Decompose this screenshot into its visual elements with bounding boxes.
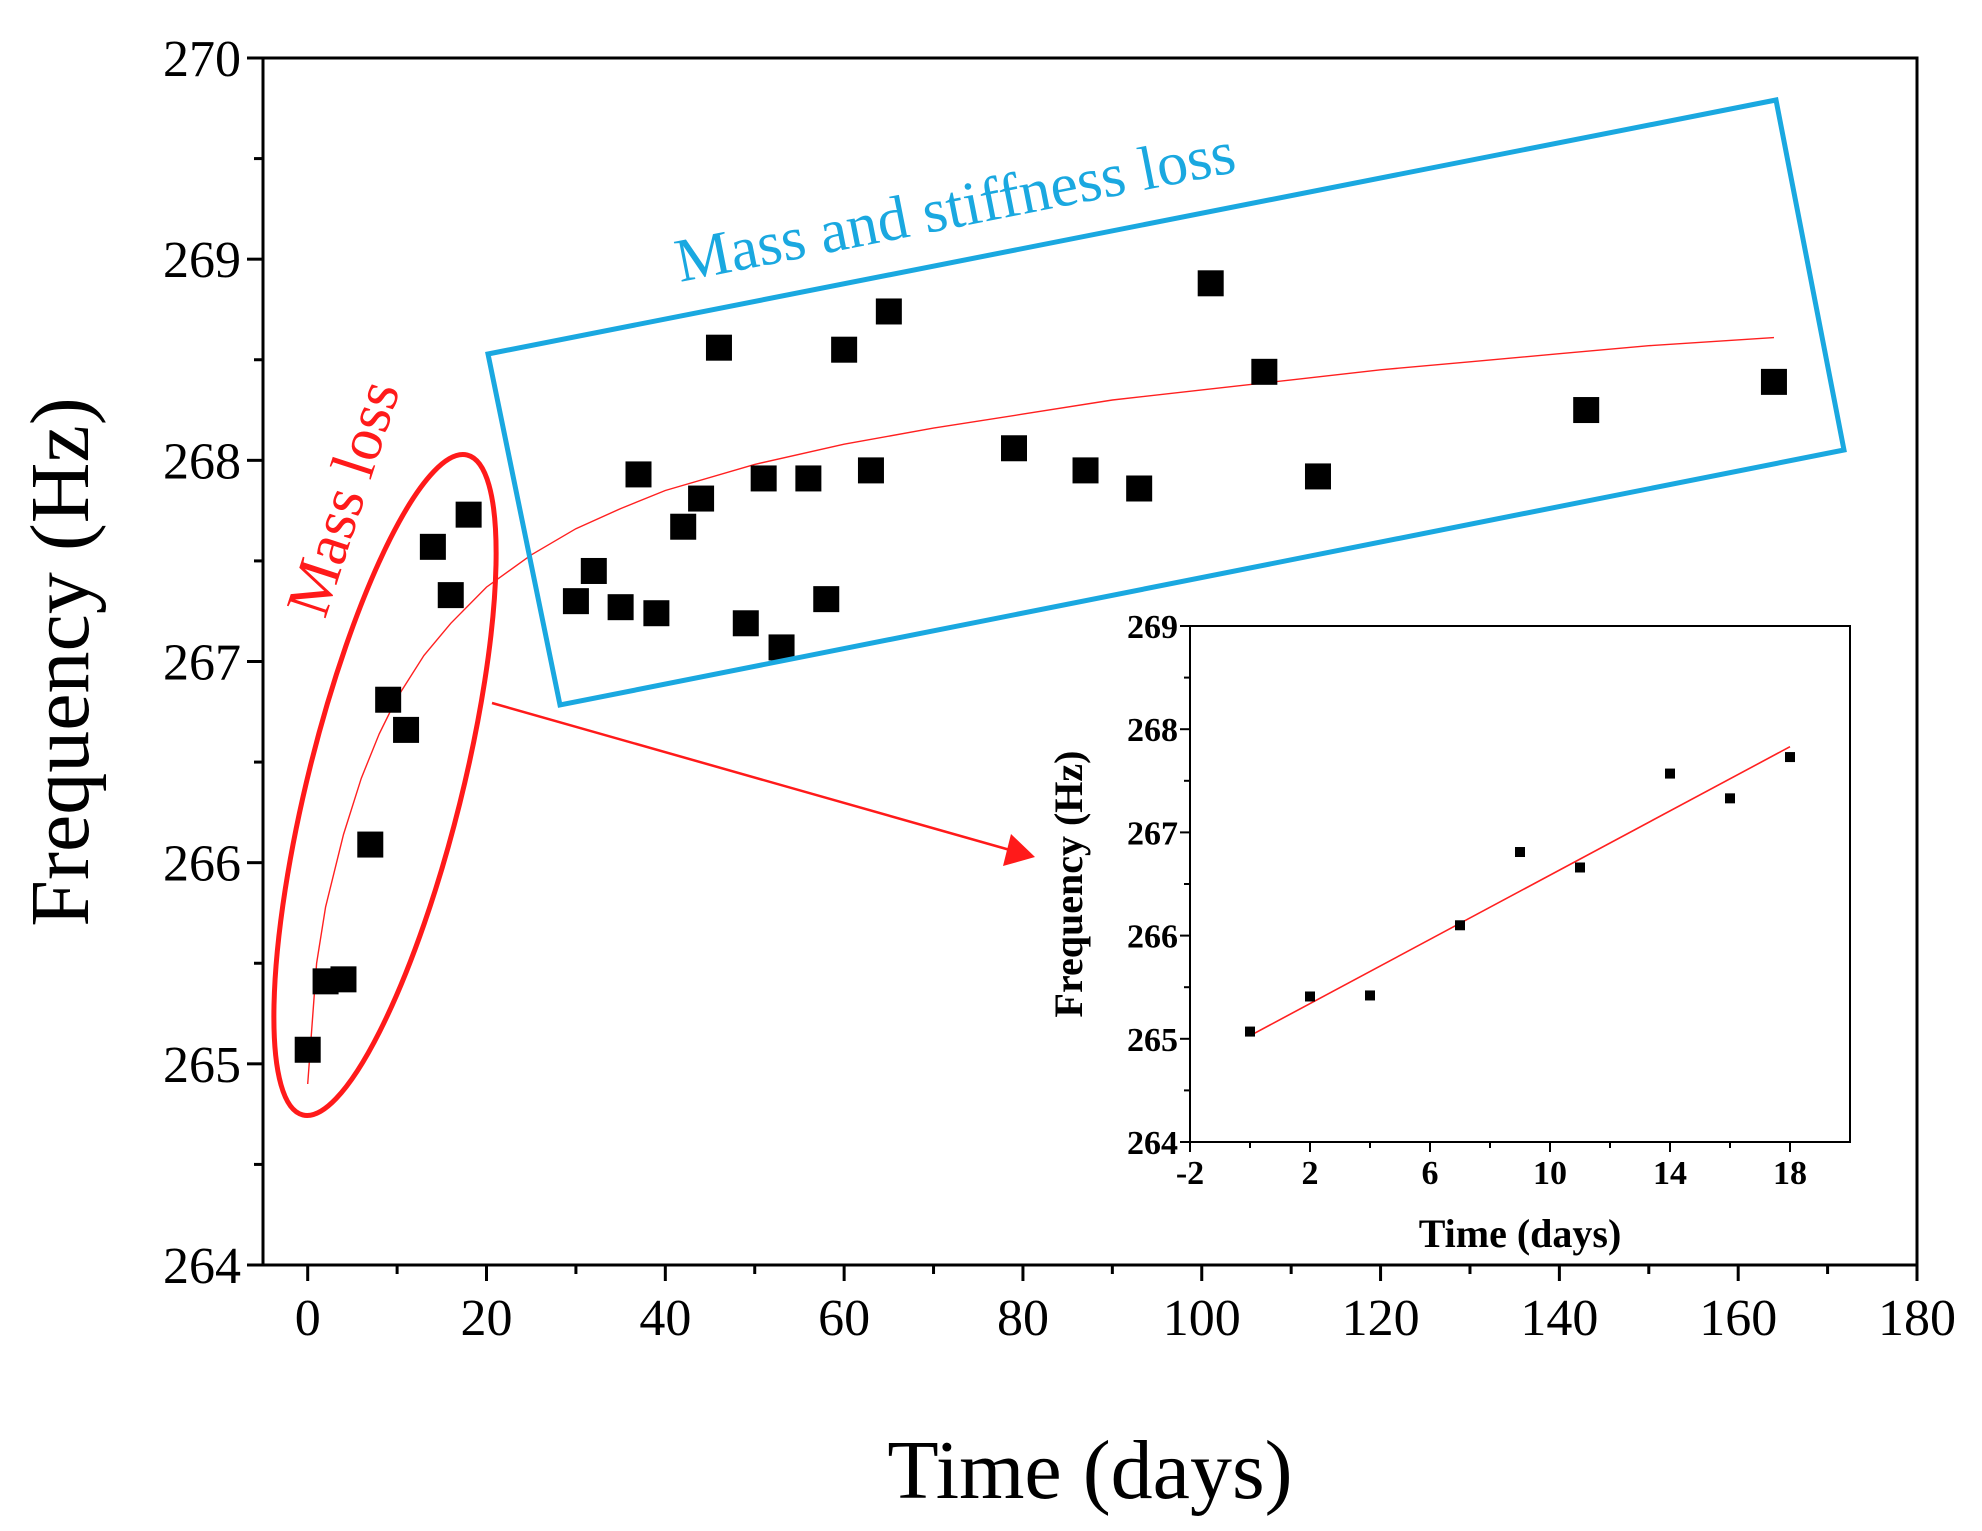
main-x-tick-label: 140 — [1520, 1290, 1598, 1347]
main-data-point — [705, 334, 732, 361]
inset-x-tick-label: 10 — [1533, 1155, 1567, 1192]
main-y-tick-label: 270 — [163, 31, 241, 88]
main-x-tick-label: 20 — [461, 1290, 513, 1347]
inset-data-point — [1305, 991, 1315, 1002]
inset-data-point — [1245, 1026, 1255, 1037]
main-data-point — [1304, 463, 1331, 490]
main-data-point — [750, 465, 777, 492]
inset-plot: -2 2 6 10 14 18 264 265 266 267 268 269 Time (days)… — [1046, 609, 1851, 1256]
main-data-point — [1001, 435, 1028, 462]
inset-x-tick-label: 6 — [1422, 1155, 1439, 1192]
main-data-point — [419, 533, 446, 560]
inset-x-tick-label: 2 — [1302, 1155, 1319, 1192]
main-data-point — [375, 686, 402, 713]
main-y-tick-label: 267 — [163, 635, 241, 692]
stiffness-region-box — [485, 97, 1847, 708]
mass-loss-label: Mass loss — [274, 372, 414, 624]
inset-data-points — [1245, 752, 1795, 1037]
main-data-point — [688, 485, 715, 512]
main-data-point — [1251, 358, 1278, 385]
inset-axis-ticks: -2 2 6 10 14 18 264 265 266 267 268 269 — [1127, 609, 1807, 1192]
inset-y-axis-title: Frequency (Hz) — [1046, 751, 1091, 1018]
main-data-point — [768, 634, 795, 661]
mass-loss-arrow-head — [1003, 834, 1035, 866]
main-x-tick-label: 100 — [1163, 1290, 1241, 1347]
mass-loss-ellipse — [271, 452, 499, 1118]
inset-fit-line — [1249, 745, 1791, 1037]
main-y-axis-title: Frequency (Hz) — [14, 397, 107, 926]
inset-data-point — [1575, 862, 1585, 873]
main-data-point — [732, 610, 759, 637]
main-axis-ticks: 0 20 40 60 80 100 120 140 160 180 264 265 266 267 268 2… — [163, 31, 1956, 1347]
main-data-point — [607, 594, 634, 621]
inset-x-tick-label: 14 — [1653, 1155, 1687, 1192]
main-data-point — [1126, 475, 1153, 502]
mass-loss-arrow-line — [491, 701, 1011, 852]
main-data-point — [1573, 397, 1600, 424]
inset-y-tick-label: 267 — [1127, 815, 1178, 852]
inset-x-tick-label: -2 — [1176, 1155, 1204, 1192]
main-data-point — [1760, 368, 1787, 395]
main-x-tick-label: 40 — [639, 1290, 691, 1347]
inset-y-tick-label: 269 — [1127, 609, 1178, 646]
main-x-tick-label: 160 — [1699, 1290, 1777, 1347]
main-data-point — [670, 513, 697, 540]
main-fit-curve-group — [307, 336, 1775, 1085]
main-data-point — [857, 457, 884, 484]
inset-x-tick-label: 18 — [1773, 1155, 1807, 1192]
main-x-tick-label: 180 — [1878, 1290, 1956, 1347]
main-data-point — [875, 298, 902, 325]
main-data-points — [294, 270, 1787, 1063]
main-data-point — [580, 557, 607, 584]
main-data-point — [625, 461, 652, 488]
main-data-point — [562, 588, 589, 615]
inset-x-axis-title: Time (days) — [1419, 1211, 1622, 1256]
main-y-tick-label: 265 — [163, 1037, 241, 1094]
inset-background — [1190, 626, 1850, 1142]
main-plot: 0 20 40 60 80 100 120 140 160 180 264 265 266 267 268 2… — [14, 31, 1956, 1517]
main-data-point — [393, 716, 420, 743]
inset-y-tick-label: 265 — [1127, 1022, 1178, 1059]
main-x-tick-label: 0 — [295, 1290, 321, 1347]
main-x-axis-title: Time (days) — [887, 1424, 1292, 1517]
inset-y-tick-label: 268 — [1127, 712, 1178, 749]
inset-data-point — [1515, 847, 1525, 858]
main-fit-line — [307, 336, 1775, 1085]
inset-y-tick-label: 264 — [1127, 1125, 1178, 1162]
main-x-tick-label: 120 — [1342, 1290, 1420, 1347]
main-data-point — [643, 600, 670, 627]
main-data-point — [813, 586, 840, 613]
stiffness-region-label: Mass and stiffness loss — [670, 119, 1241, 296]
main-data-point — [330, 966, 357, 993]
main-data-point — [1197, 270, 1224, 297]
inset-data-point — [1455, 920, 1465, 931]
main-y-tick-label: 268 — [163, 433, 241, 490]
inset-data-point — [1365, 990, 1375, 1001]
main-data-point — [357, 831, 384, 858]
main-x-tick-label: 80 — [997, 1290, 1049, 1347]
main-y-tick-label: 269 — [163, 232, 241, 289]
main-x-tick-label: 60 — [818, 1290, 870, 1347]
inset-data-point — [1785, 752, 1795, 763]
main-data-point — [455, 501, 482, 528]
inset-data-point — [1725, 793, 1735, 804]
main-y-tick-label: 266 — [163, 836, 241, 893]
main-data-point — [437, 582, 464, 609]
main-data-point — [831, 336, 858, 363]
inset-fit-line-group — [1249, 745, 1791, 1037]
inset-data-point — [1665, 768, 1675, 779]
inset-y-tick-label: 266 — [1127, 919, 1178, 956]
main-data-point — [1072, 457, 1099, 484]
main-data-point — [795, 465, 822, 492]
main-y-tick-label: 264 — [163, 1238, 241, 1295]
main-data-point — [294, 1036, 321, 1063]
